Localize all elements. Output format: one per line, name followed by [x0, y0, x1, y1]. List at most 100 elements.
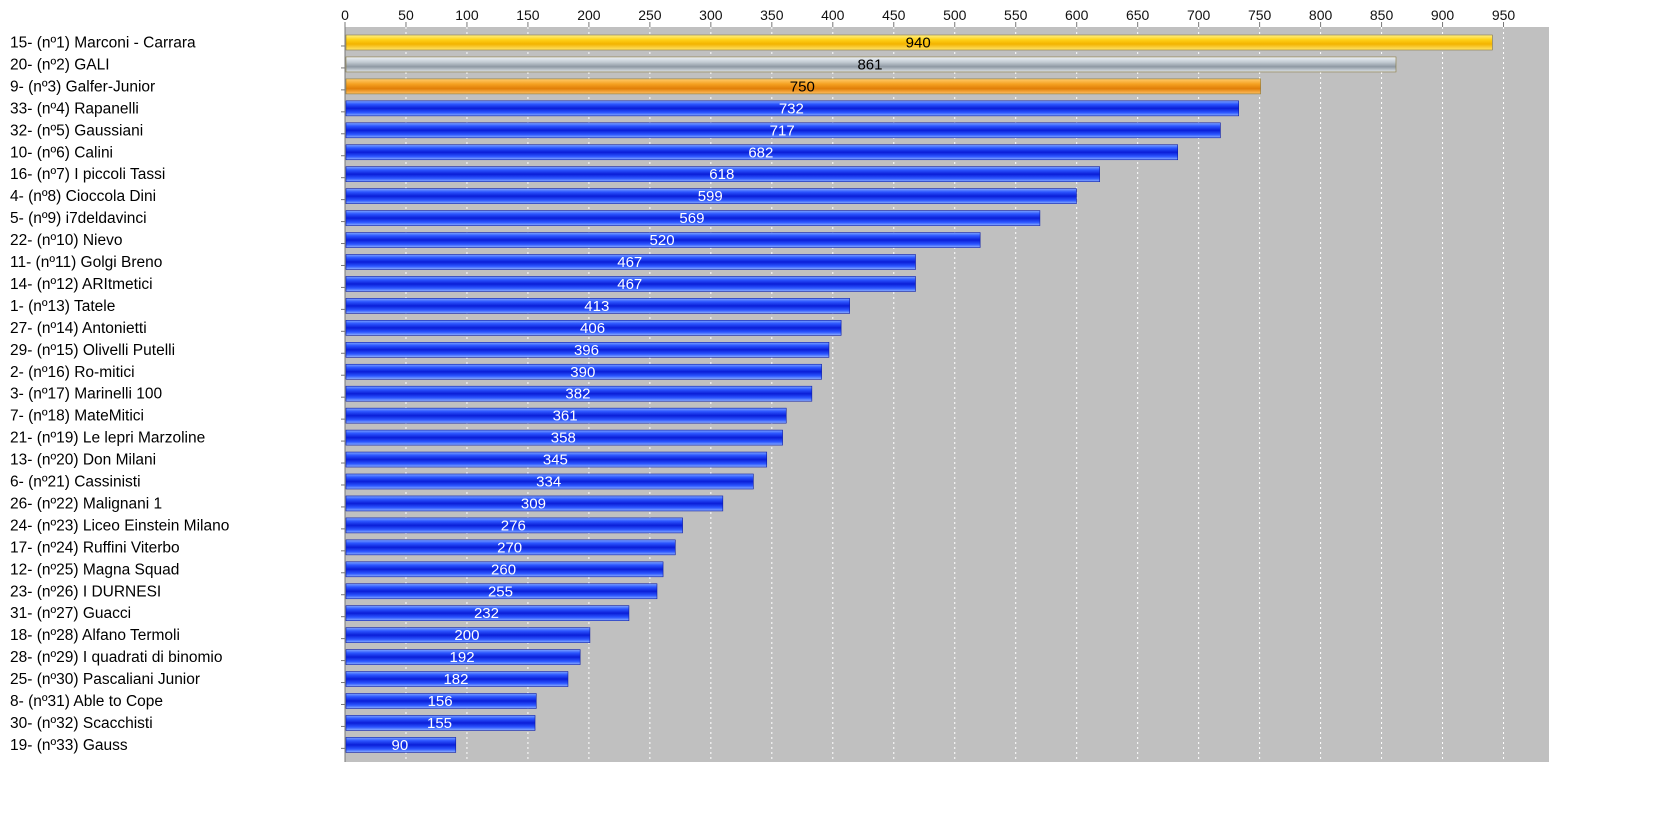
category-label: 9- (nº3) Galfer-Junior [10, 78, 155, 95]
bar [345, 517, 683, 534]
category-label: 23- (nº26) I DURNESI [10, 583, 161, 600]
bar [345, 232, 981, 248]
bar [345, 166, 1100, 182]
bar-value-label: 182 [443, 671, 468, 688]
category-label: 11- (nº11) Golgi Breno [10, 254, 162, 271]
bar-value-label: 413 [584, 298, 609, 315]
category-label: 17- (nº24) Ruffini Viterbo [10, 539, 180, 556]
x-axis-ticks: 0 50 100 150 200 250 300 350 400 450 500 550 600 650 7… [341, 7, 1515, 27]
bar [345, 407, 787, 424]
category-label: 2- (nº16) Ro-mitici [10, 364, 135, 381]
x-tick-label: 850 [1370, 7, 1394, 23]
x-tick-label: 700 [1187, 7, 1211, 23]
bar-value-label: 361 [553, 408, 578, 425]
bar-value-label: 599 [698, 188, 723, 205]
bar-value-label: 155 [427, 715, 452, 732]
x-tick-label: 0 [341, 7, 349, 23]
bar [345, 298, 850, 314]
category-label: 5- (nº9) i7deldavinci [10, 210, 147, 227]
bar-value-label: 717 [770, 122, 795, 139]
bar-value-label: 276 [501, 517, 526, 534]
category-label: 14- (nº12) ARItmetici [10, 276, 153, 293]
bar-value-label: 618 [709, 166, 734, 183]
bar [345, 605, 630, 622]
category-label: 4- (nº8) Cioccola Dini [10, 188, 156, 205]
bar [345, 34, 1493, 51]
category-label: 21- (nº19) Le lepri Marzoline [10, 430, 205, 447]
bar-value-label: 390 [570, 364, 595, 381]
category-label: 18- (nº28) Alfano Termoli [10, 627, 180, 644]
bar-value-label: 569 [679, 210, 704, 227]
bar-value-label: 200 [454, 627, 479, 644]
x-tick-label: 900 [1431, 7, 1455, 23]
bar-value-label: 309 [521, 495, 546, 512]
category-label: 22- (nº10) Nievo [10, 232, 123, 249]
x-tick-label: 750 [1248, 7, 1272, 23]
bar-value-label: 732 [779, 100, 804, 117]
bar [345, 583, 658, 600]
bar [345, 144, 1178, 161]
category-label: 15- (nº1) Marconi - Carrara [10, 35, 196, 52]
category-label: 3- (nº17) Marinelli 100 [10, 386, 162, 403]
x-tick-label: 600 [1065, 7, 1089, 23]
bar [345, 737, 457, 753]
bar [345, 188, 1077, 204]
bar [345, 122, 1221, 139]
category-label: 27- (nº14) Antonietti [10, 320, 147, 337]
bar [345, 495, 724, 512]
category-label: 26- (nº22) Malignani 1 [10, 495, 162, 512]
bar-value-label: 90 [392, 737, 409, 754]
category-label: 20- (nº2) GALI [10, 56, 110, 73]
x-tick-label: 250 [638, 7, 662, 23]
bar [345, 56, 1397, 73]
x-tick-label: 200 [577, 7, 601, 23]
bar-value-label: 682 [748, 144, 773, 161]
bar [345, 451, 768, 468]
bar [345, 210, 1041, 226]
bar [345, 693, 537, 709]
x-tick-label: 950 [1492, 7, 1516, 23]
bar-value-label: 270 [497, 539, 522, 556]
bar-value-label: 467 [617, 254, 642, 271]
x-tick-label: 50 [398, 7, 414, 23]
category-label: 6- (nº21) Cassinisti [10, 474, 141, 491]
category-label: 10- (nº6) Calini [10, 144, 113, 161]
bar-value-label: 467 [617, 276, 642, 293]
category-label: 33- (nº4) Rapanelli [10, 100, 139, 117]
x-tick-label: 450 [882, 7, 906, 23]
bar [345, 429, 783, 446]
category-label: 8- (nº31) Able to Cope [10, 693, 163, 710]
bar [345, 320, 842, 336]
bar [345, 78, 1261, 95]
x-tick-label: 350 [760, 7, 784, 23]
bar-value-label: 520 [650, 232, 675, 249]
bar [345, 539, 676, 556]
category-label: 12- (nº25) Magna Squad [10, 561, 179, 578]
bar [345, 671, 569, 687]
bar-value-label: 192 [450, 649, 475, 666]
category-label: 31- (nº27) Guacci [10, 605, 131, 622]
category-label: 13- (nº20) Don Milani [10, 452, 156, 469]
x-tick-label: 800 [1309, 7, 1333, 23]
category-label: 19- (nº33) Gauss [10, 737, 128, 754]
category-label: 1- (nº13) Tatele [10, 298, 115, 315]
bar [345, 715, 536, 731]
bar [345, 341, 830, 358]
category-label: 32- (nº5) Gaussiani [10, 122, 143, 139]
bar [345, 385, 813, 402]
bar-value-label: 156 [428, 693, 453, 710]
bar [345, 649, 581, 665]
x-tick-label: 500 [943, 7, 967, 23]
bar-value-label: 396 [574, 342, 599, 359]
x-tick-label: 100 [455, 7, 479, 23]
x-tick-label: 150 [516, 7, 540, 23]
category-label: 24- (nº23) Liceo Einstein Milano [10, 517, 229, 534]
category-label: 28- (nº29) I quadrati di binomio [10, 649, 222, 666]
bar-value-label: 406 [580, 320, 605, 337]
category-labels: 15- (nº1) Marconi - Carrara 20- (nº2) GAL… [10, 35, 345, 754]
bar-value-label: 334 [536, 474, 561, 491]
category-label: 16- (nº7) I piccoli Tassi [10, 166, 165, 183]
